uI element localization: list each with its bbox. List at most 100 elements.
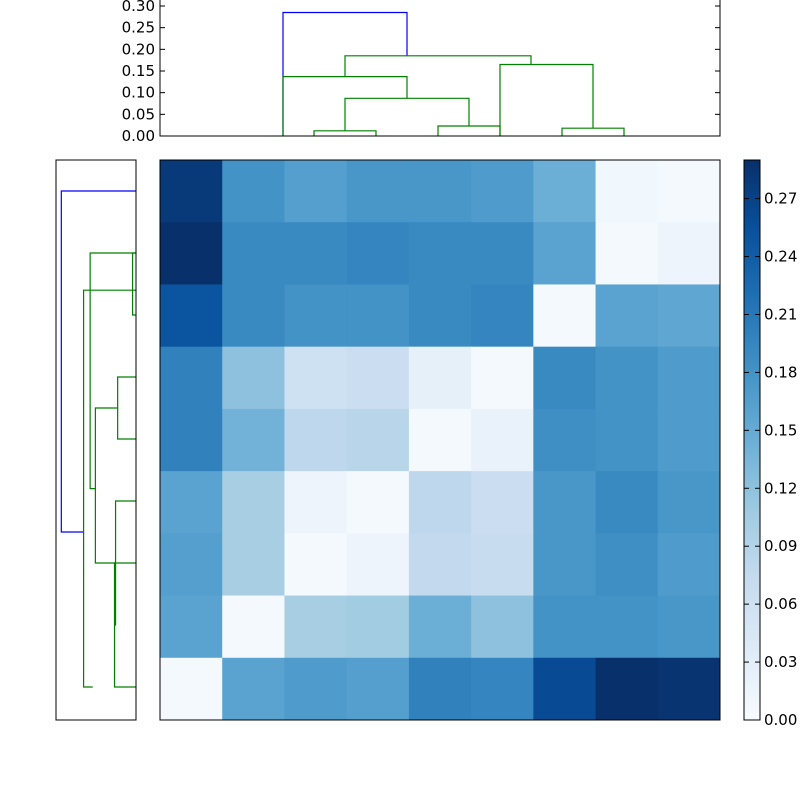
top-dendrogram-y-axis: 0.00 0.05 0.10 0.15 0.20 0.25 0.30	[122, 0, 720, 145]
heatmap-cell-r4-c4	[408, 408, 472, 472]
left-dendrogram-link-3	[94, 407, 118, 564]
left-dendrogram-link-6	[113, 562, 136, 688]
top-dendrogram-link-2	[499, 63, 594, 136]
heatmap-cell-r5-c8	[657, 471, 721, 534]
left-dendrogram-link-0	[60, 190, 136, 533]
heatmap-cell-r0-c3	[346, 160, 410, 223]
heatmap-cell-r6-c1	[222, 533, 285, 597]
colorbar-tick-label-7: 0.21	[764, 305, 797, 323]
heatmap-frame	[159, 159, 721, 721]
heatmap	[160, 160, 721, 721]
heatmap-cell-r3-c6	[533, 346, 597, 410]
heatmap-cell-r7-c5	[471, 595, 534, 659]
heatmap-cell-r3-c7	[595, 346, 659, 410]
top-dendrogram-link-3	[282, 76, 408, 136]
colorbar-tick-label-2: 0.06	[764, 595, 797, 613]
heatmap-cell-r1-c1	[222, 222, 285, 285]
heatmap-cell-r6-c2	[284, 533, 348, 597]
top-dendrogram-tick-label-2: 0.10	[122, 84, 155, 102]
heatmap-cell-r4-c6	[533, 408, 597, 472]
heatmap-cell-r2-c8	[657, 284, 721, 348]
top-dendrogram-tick-label-6: 0.30	[122, 0, 155, 15]
left-dendrogram-link-4	[117, 376, 136, 440]
heatmap-cell-r8-c6	[533, 657, 597, 721]
heatmap-cell-r4-c2	[284, 408, 348, 472]
heatmap-cell-r4-c0	[160, 408, 223, 472]
heatmap-cell-r7-c2	[284, 595, 348, 659]
heatmap-cell-r5-c4	[408, 471, 472, 534]
heatmap-cell-r2-c5	[471, 284, 534, 348]
heatmap-cell-r3-c3	[346, 346, 410, 410]
heatmap-cell-r5-c6	[533, 471, 597, 534]
heatmap-cell-r4-c8	[657, 408, 721, 472]
top-dendrogram-link-5	[313, 130, 377, 136]
left-dendrogram-link-7	[131, 252, 136, 316]
colorbar-tick-label-9: 0.27	[764, 190, 797, 208]
heatmap-cell-r1-c6	[533, 222, 597, 285]
colorbar-gradient	[743, 159, 761, 721]
heatmap-cell-r8-c8	[657, 657, 721, 721]
heatmap-cell-r7-c7	[595, 595, 659, 659]
heatmap-cell-r1-c8	[657, 222, 721, 285]
heatmap-cell-r7-c1	[222, 595, 285, 659]
top-dendrogram-link-4	[344, 97, 470, 131]
heatmap-cell-r6-c7	[595, 533, 659, 597]
heatmap-cell-r3-c4	[408, 346, 472, 410]
heatmap-cell-r0-c0	[160, 160, 223, 223]
heatmap-cell-r8-c7	[595, 657, 659, 721]
heatmap-cell-r5-c1	[222, 471, 285, 534]
heatmap-cell-r7-c3	[346, 595, 410, 659]
heatmap-cell-r0-c6	[533, 160, 597, 223]
colorbar-tick-label-6: 0.18	[764, 363, 797, 381]
left-dendrogram-frame	[55, 159, 137, 721]
heatmap-cell-r8-c4	[408, 657, 472, 721]
heatmap-cell-r0-c4	[408, 160, 472, 223]
heatmap-cell-r6-c4	[408, 533, 472, 597]
heatmap-cell-r7-c4	[408, 595, 472, 659]
heatmap-cell-r5-c0	[160, 471, 223, 534]
heatmap-cell-r7-c8	[657, 595, 721, 659]
heatmap-cell-r3-c1	[222, 346, 285, 410]
heatmap-cell-r2-c2	[284, 284, 348, 348]
heatmap-cell-r4-c3	[346, 408, 410, 472]
heatmap-cell-r3-c8	[657, 346, 721, 410]
heatmap-cell-r6-c3	[346, 533, 410, 597]
heatmap-cell-r1-c7	[595, 222, 659, 285]
top-dendrogram-link-1	[344, 55, 532, 77]
heatmap-cell-r2-c3	[346, 284, 410, 348]
heatmap-cell-r3-c2	[284, 346, 348, 410]
heatmap-cell-r5-c5	[471, 471, 534, 534]
top-dendrogram-tick-label-5: 0.25	[122, 19, 155, 37]
heatmap-cell-r8-c0	[160, 657, 223, 721]
heatmap-cell-r8-c3	[346, 657, 410, 721]
heatmap-cell-r2-c6	[533, 284, 597, 348]
colorbar-tick-label-3: 0.09	[764, 537, 797, 555]
colorbar-tick-label-1: 0.03	[764, 653, 797, 671]
top-dendrogram	[282, 11, 625, 136]
top-dendrogram-tick-label-1: 0.05	[122, 105, 155, 123]
heatmap-cell-r6-c5	[471, 533, 534, 597]
top-dendrogram-link-6	[437, 125, 501, 136]
heatmap-cell-r3-c5	[471, 346, 534, 410]
colorbar-tick-label-4: 0.12	[764, 479, 797, 497]
heatmap-cell-r0-c2	[284, 160, 348, 223]
heatmap-cell-r2-c4	[408, 284, 472, 348]
colorbar-tick-label-0: 0.00	[764, 711, 797, 729]
left-dendrogram-link-2	[82, 289, 136, 688]
top-dendrogram-frame	[159, 0, 721, 137]
heatmap-cell-r5-c3	[346, 471, 410, 534]
heatmap-cell-r0-c8	[657, 160, 721, 223]
heatmap-cell-r0-c7	[595, 160, 659, 223]
heatmap-cell-r8-c2	[284, 657, 348, 721]
top-dendrogram-tick-label-3: 0.15	[122, 62, 155, 80]
top-dendrogram-tick-label-4: 0.20	[122, 40, 155, 58]
heatmap-cell-r1-c3	[346, 222, 410, 285]
top-dendrogram-link-0	[282, 11, 408, 136]
left-dendrogram-link-1	[89, 252, 136, 490]
left-dendrogram	[60, 190, 136, 688]
heatmap-cell-r3-c0	[160, 346, 223, 410]
heatmap-cell-r5-c2	[284, 471, 348, 534]
heatmap-cell-r6-c6	[533, 533, 597, 597]
heatmap-cell-r2-c7	[595, 284, 659, 348]
